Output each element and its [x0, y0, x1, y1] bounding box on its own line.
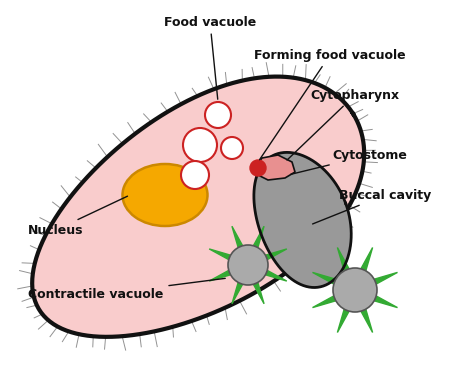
Polygon shape [374, 272, 398, 284]
Ellipse shape [122, 164, 208, 226]
Polygon shape [254, 282, 264, 304]
Text: Forming food vacuole: Forming food vacuole [254, 48, 406, 160]
Polygon shape [265, 249, 287, 259]
Circle shape [221, 137, 243, 159]
Polygon shape [312, 296, 336, 307]
Polygon shape [254, 226, 264, 248]
Polygon shape [209, 270, 230, 281]
Polygon shape [374, 296, 398, 307]
Circle shape [228, 245, 268, 285]
Polygon shape [361, 309, 373, 333]
Polygon shape [337, 309, 349, 333]
Text: Contractile vacuole: Contractile vacuole [28, 278, 225, 302]
Circle shape [183, 128, 217, 162]
Polygon shape [255, 155, 295, 180]
Text: Buccal cavity: Buccal cavity [312, 189, 431, 224]
Text: Nucleus: Nucleus [28, 196, 128, 237]
Polygon shape [232, 226, 243, 248]
Circle shape [205, 102, 231, 128]
Polygon shape [361, 248, 373, 271]
Polygon shape [209, 249, 230, 259]
Circle shape [250, 160, 266, 176]
Circle shape [181, 161, 209, 189]
Text: Food vacuole: Food vacuole [164, 15, 256, 99]
Polygon shape [312, 272, 336, 284]
Polygon shape [254, 152, 351, 288]
Text: Cytostome: Cytostome [291, 148, 408, 174]
Circle shape [333, 268, 377, 312]
Polygon shape [232, 282, 243, 304]
Polygon shape [337, 248, 349, 271]
Polygon shape [265, 270, 287, 281]
Text: Cytopharynx: Cytopharynx [287, 88, 400, 160]
Polygon shape [32, 76, 364, 337]
